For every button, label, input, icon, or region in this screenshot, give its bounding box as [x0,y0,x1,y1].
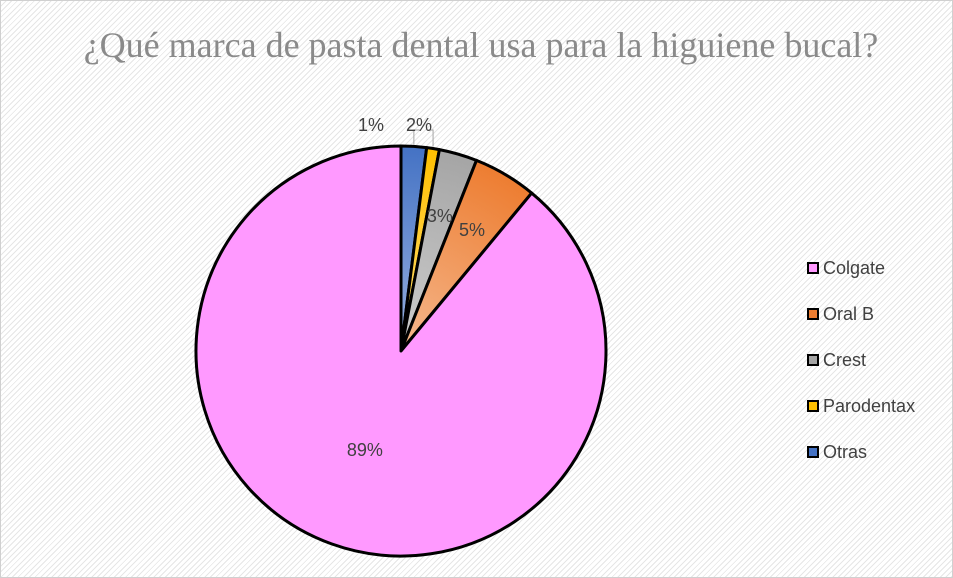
pie-slice-colgate [196,146,606,556]
legend-label: Colgate [823,258,885,279]
data-label-otras: 2% [406,115,432,135]
legend-item-oral-b: Oral B [807,291,915,337]
legend-label: Crest [823,350,866,371]
legend-item-crest: Crest [807,337,915,383]
legend-swatch [807,400,819,412]
data-label-crest: 3% [427,206,453,226]
data-label-colgate: 89% [347,440,383,460]
legend-swatch [807,446,819,458]
legend-label: Parodentax [823,396,915,417]
legend-item-parodentax: Parodentax [807,383,915,429]
legend-swatch [807,262,819,274]
data-label-oral-b: 5% [459,220,485,240]
data-label-parodentax: 1% [358,115,384,135]
legend-item-colgate: Colgate [807,245,915,291]
legend-label: Otras [823,442,867,463]
legend-swatch [807,308,819,320]
legend-swatch [807,354,819,366]
chart-legend: Colgate Oral B Crest Parodentax Otras [807,245,915,475]
legend-label: Oral B [823,304,874,325]
legend-item-otras: Otras [807,429,915,475]
